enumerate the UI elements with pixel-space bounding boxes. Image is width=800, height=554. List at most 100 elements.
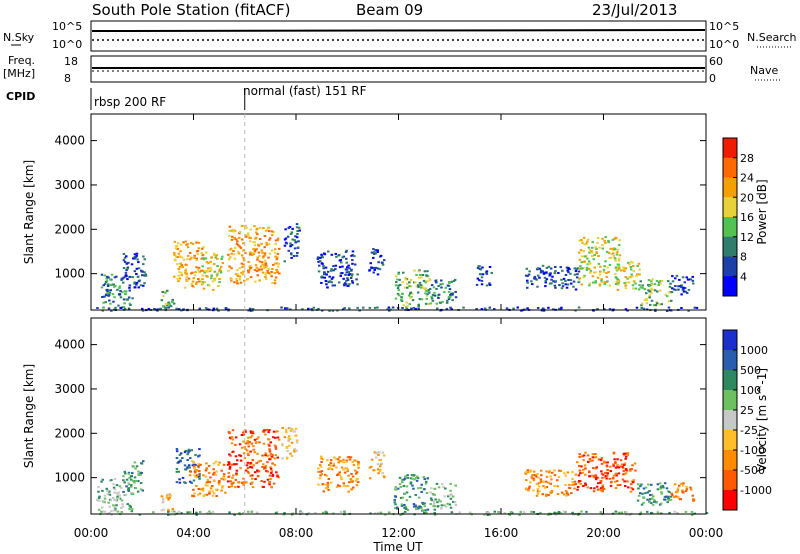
power-cell: [591, 251, 594, 254]
velocity-cell: [564, 511, 567, 513]
velocity-cell: [175, 481, 179, 484]
velocity-cell: [620, 511, 624, 514]
velocity-cell: [536, 490, 540, 493]
power-cell: [427, 303, 431, 305]
velocity-heatmap: [96, 426, 709, 516]
velocity-cell: [420, 507, 423, 510]
velocity-cell: [132, 465, 135, 468]
power-cell: [381, 261, 384, 264]
x-tick-label: 16:00: [484, 526, 519, 540]
velocity-cell: [415, 505, 418, 508]
velocity-cell: [375, 451, 379, 454]
velocity-cell: [370, 458, 374, 461]
power-y-axis-label: Slant Range [km]: [22, 160, 36, 264]
power-cell: [344, 268, 348, 271]
power-cell: [274, 262, 277, 265]
velocity-cell: [488, 513, 491, 516]
nsky-top-tick: 10^5: [52, 20, 82, 33]
velocity-cell: [398, 483, 402, 486]
power-cell: [598, 284, 602, 287]
power-cell: [235, 277, 238, 280]
velocity-cell: [573, 480, 577, 483]
power-cell: [200, 269, 203, 272]
velocity-cell: [609, 465, 612, 468]
velocity-cell: [648, 501, 651, 504]
power-cell: [567, 271, 570, 274]
velocity-cell: [690, 510, 694, 513]
velocity-cell: [588, 475, 591, 478]
power-cell: [604, 241, 607, 244]
power-cell: [597, 262, 601, 265]
power-cell: [650, 280, 653, 283]
velocity-cell: [443, 495, 446, 498]
power-cell: [268, 237, 272, 240]
power-cell: [230, 278, 233, 281]
power-cell: [640, 307, 643, 309]
power-cell: [286, 307, 289, 310]
power-cell: [417, 285, 420, 288]
velocity-cell: [396, 487, 400, 490]
velocity-cell: [123, 481, 126, 484]
power-cell: [588, 267, 591, 270]
velocity-cell: [177, 460, 181, 463]
velocity-cell: [382, 475, 386, 477]
power-cell: [252, 248, 255, 251]
velocity-cell: [207, 511, 210, 514]
velocity-cell: [249, 463, 252, 466]
power-cell: [263, 253, 267, 256]
velocity-cell: [449, 497, 453, 500]
power-cell: [666, 310, 669, 312]
velocity-cell: [244, 430, 247, 433]
velocity-cell: [208, 490, 211, 493]
velocity-cell: [637, 487, 640, 490]
velocity-cell: [208, 510, 211, 513]
power-cell: [478, 279, 481, 282]
velocity-cell: [106, 490, 109, 492]
power-cell: [677, 288, 680, 291]
velocity-cell: [188, 474, 192, 477]
power-cell: [264, 278, 268, 280]
velocity-cell: [357, 463, 360, 466]
velocity-cell: [676, 487, 680, 490]
power-cell: [396, 287, 400, 290]
power-cell: [320, 253, 323, 256]
power-cell: [191, 280, 195, 283]
power-cell: [180, 264, 184, 267]
power-cell: [450, 280, 453, 283]
velocity-cell: [628, 513, 631, 516]
power-cell: [275, 269, 279, 271]
power-cell: [651, 278, 654, 281]
power-cell: [318, 264, 321, 267]
power-cell: [397, 289, 401, 292]
power-cell: [594, 271, 597, 274]
power-cell: [558, 284, 561, 287]
power-cell: [559, 308, 563, 310]
power-cell: [428, 288, 432, 290]
power-cell: [424, 281, 427, 284]
power-cell: [683, 281, 686, 284]
nsky-bottom-tick: 10^0: [52, 38, 82, 51]
power-cell: [485, 270, 489, 273]
velocity-cell: [211, 490, 214, 493]
power-cell: [171, 301, 174, 304]
velocity-cell: [113, 488, 117, 491]
power-cell: [247, 232, 250, 235]
power-cell: [616, 263, 620, 266]
velocity-cell: [402, 485, 406, 487]
velocity-cell: [600, 472, 604, 475]
velocity-cell: [401, 496, 405, 499]
velocity-patch: [636, 482, 673, 506]
velocity-cell: [340, 478, 343, 481]
velocity-cell: [599, 489, 603, 492]
velocity-cell: [430, 487, 433, 490]
velocity-cell: [206, 481, 209, 484]
power-cell: [202, 246, 205, 249]
power-cell: [648, 284, 651, 287]
power-cell: [437, 297, 440, 299]
velocity-cell: [291, 428, 294, 431]
power-cell: [423, 288, 426, 290]
power-cell: [131, 297, 134, 300]
power-cell: [312, 306, 316, 309]
velocity-cell: [623, 480, 626, 483]
velocity-cell: [179, 452, 183, 455]
